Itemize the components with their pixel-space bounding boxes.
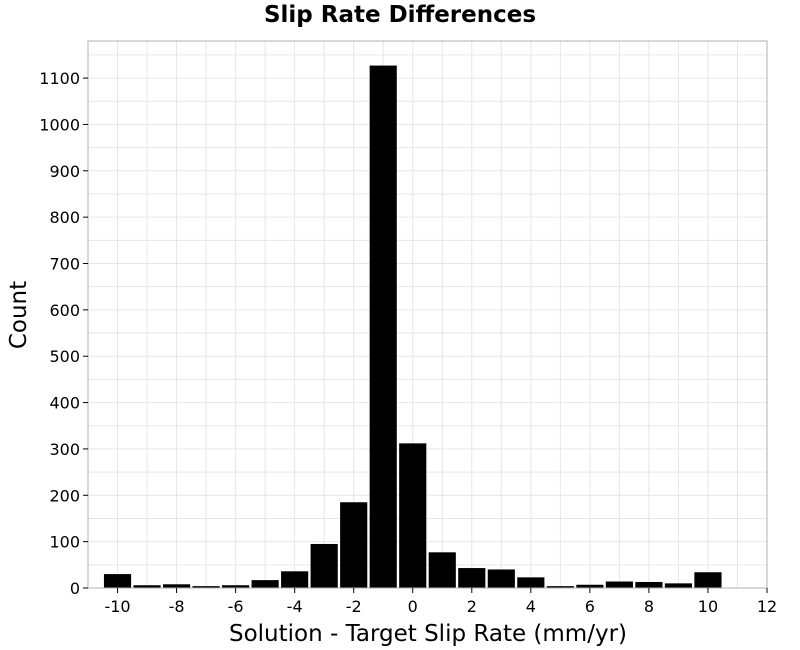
histogram-bar [192, 586, 220, 588]
histogram-bar [664, 583, 693, 588]
histogram-bar [340, 502, 368, 588]
chart-title: Slip Rate Differences [264, 2, 536, 28]
x-tick-label: -2 [346, 597, 362, 616]
histogram-bar [281, 571, 309, 588]
y-tick-label: 300 [49, 440, 80, 459]
x-tick-label: -8 [169, 597, 185, 616]
histogram-bar [369, 65, 397, 588]
y-axis-ticks: 0 100 200 300 400 500 600 700 800 900 1000 1100 [39, 69, 88, 598]
x-tick-label: 0 [408, 597, 418, 616]
histogram-bar [487, 569, 515, 588]
grid-lines [87, 41, 768, 588]
x-tick-label: -6 [228, 597, 244, 616]
histogram-bar [458, 568, 486, 588]
bars [103, 65, 722, 588]
x-axis-label: Solution - Target Slip Rate (mm/yr) [229, 621, 627, 647]
y-tick-label: 600 [49, 301, 80, 320]
y-tick-label: 1000 [39, 115, 80, 134]
histogram-bar [517, 577, 545, 588]
x-tick-label: -4 [287, 597, 303, 616]
y-tick-label: 900 [49, 162, 80, 181]
histogram-bar [605, 581, 633, 588]
x-axis-ticks: -10 -8 -6 -4 -2 0 2 4 6 8 10 12 [104, 588, 777, 616]
y-tick-label: 700 [49, 255, 80, 274]
histogram-bar [576, 584, 604, 588]
x-tick-label: 8 [644, 597, 654, 616]
y-tick-label: 500 [49, 347, 80, 366]
x-tick-label: 10 [698, 597, 718, 616]
histogram-bar [103, 574, 132, 588]
x-tick-label: 4 [526, 597, 536, 616]
y-tick-label: 800 [49, 208, 80, 227]
histogram-bar [162, 584, 191, 588]
plot-frame [87, 40, 768, 589]
histogram-bar [694, 572, 722, 588]
histogram-bar [546, 586, 574, 588]
histogram-bar [428, 552, 456, 588]
histogram-bar [133, 585, 161, 588]
y-tick-label: 400 [49, 394, 80, 413]
x-tick-label: 6 [585, 597, 595, 616]
y-tick-label: 0 [70, 579, 80, 598]
histogram-bar [222, 585, 250, 588]
y-axis-label: Count [6, 281, 32, 349]
x-tick-label: 12 [757, 597, 777, 616]
histogram-bar [399, 443, 427, 588]
y-tick-label: 200 [49, 486, 80, 505]
y-tick-label: 100 [49, 533, 80, 552]
histogram-bar [310, 543, 338, 588]
histogram-bar [635, 581, 663, 588]
histogram-bar [251, 580, 279, 588]
x-tick-label: -10 [104, 597, 130, 616]
x-tick-label: 2 [467, 597, 477, 616]
y-tick-label: 1100 [39, 69, 80, 88]
